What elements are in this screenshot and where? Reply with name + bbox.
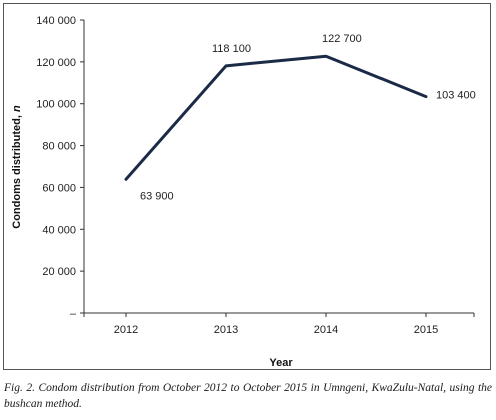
y-axis-title: Condoms distributed, n: [11, 105, 23, 229]
data-label: 118 100: [212, 43, 251, 55]
y-tick-label: 80 000: [42, 141, 76, 153]
y-tick-label: 140 000: [36, 15, 76, 27]
y-tick-label: 100 000: [36, 99, 76, 111]
series-line: [124, 54, 428, 181]
x-tick-label: 2015: [414, 324, 438, 336]
data-label: 103 400: [436, 90, 476, 102]
y-tick-label: 120 000: [36, 57, 76, 69]
y-tick-label: 20 000: [42, 266, 76, 278]
series-line-group: [124, 54, 428, 181]
y-axis-title-main: Condoms distributed,: [11, 112, 23, 229]
line-chart: – 20 000 40 000 60 000 80 000 100 000 120 000 1…: [11, 15, 476, 369]
x-tick-label: 2012: [114, 324, 138, 336]
y-axis-title-unit: n: [11, 105, 23, 112]
y-tick-label: –: [70, 308, 77, 320]
data-labels: 63 900 118 100 122 700 103 400: [140, 33, 476, 202]
figure-frame: [3, 3, 491, 370]
y-tick-label: 60 000: [42, 182, 76, 194]
x-tick-label: 2013: [214, 324, 238, 336]
y-axis: – 20 000 40 000 60 000 80 000 100 000 120 000 1…: [36, 15, 85, 320]
x-axis: 2012 2013 2014 2015: [83, 312, 475, 336]
data-label: 63 900: [140, 190, 174, 202]
data-label: 122 700: [322, 33, 362, 45]
x-axis-title: Year: [269, 357, 293, 369]
figure-caption: Fig. 2. Condom distribution from October…: [4, 382, 492, 410]
y-tick-label: 40 000: [42, 224, 76, 236]
x-tick-label: 2014: [314, 324, 338, 336]
